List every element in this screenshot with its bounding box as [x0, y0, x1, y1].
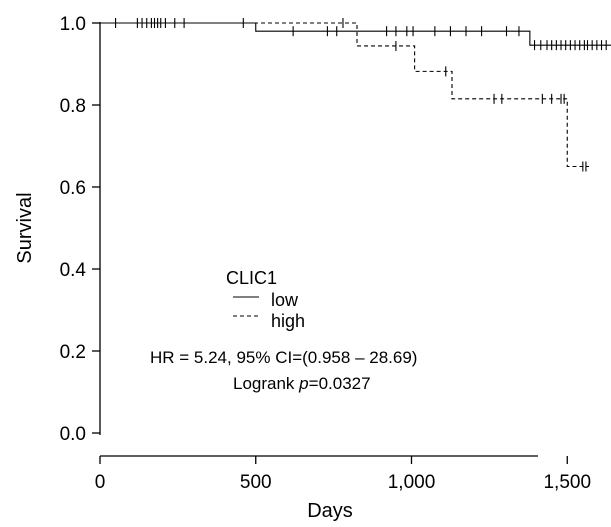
y-tick-label: 0.6 — [60, 178, 86, 199]
y-tick-label: 0.4 — [60, 260, 87, 281]
legend: CLIC1 low high — [226, 268, 305, 331]
logrank-value: =0.0327 — [309, 374, 371, 393]
legend-title: CLIC1 — [226, 268, 277, 288]
y-tick-label: 0.2 — [60, 342, 86, 363]
x-tick-label: 1,000 — [388, 472, 436, 493]
y-tick-label: 0.8 — [60, 96, 86, 117]
x-tick-label: 500 — [240, 472, 272, 493]
legend-label-low: low — [271, 290, 299, 310]
logrank-p-symbol: p — [298, 374, 308, 393]
y-tick-label: 0.0 — [60, 424, 86, 445]
x-tick-label: 0 — [95, 472, 106, 493]
y-tick-label: 1.0 — [60, 14, 86, 35]
y-axis-title: Survival — [14, 192, 36, 263]
series-line-high — [100, 22, 590, 168]
x-tick-label: 1,500 — [543, 472, 591, 493]
logrank-prefix: Logrank — [233, 374, 299, 393]
x-ticks: 0 500 1,000 1,500 — [95, 456, 591, 493]
axes — [99, 22, 538, 457]
logrank-annotation: Logrank p=0.0327 — [233, 374, 371, 393]
legend-label-high: high — [271, 311, 305, 331]
hr-annotation: HR = 5.24, 95% CI=(0.958 – 28.69) — [150, 348, 417, 367]
y-ticks: 0.0 0.2 0.4 0.6 0.8 1.0 — [60, 14, 100, 445]
x-axis-title: Days — [307, 500, 353, 522]
censor-marks — [115, 18, 607, 172]
